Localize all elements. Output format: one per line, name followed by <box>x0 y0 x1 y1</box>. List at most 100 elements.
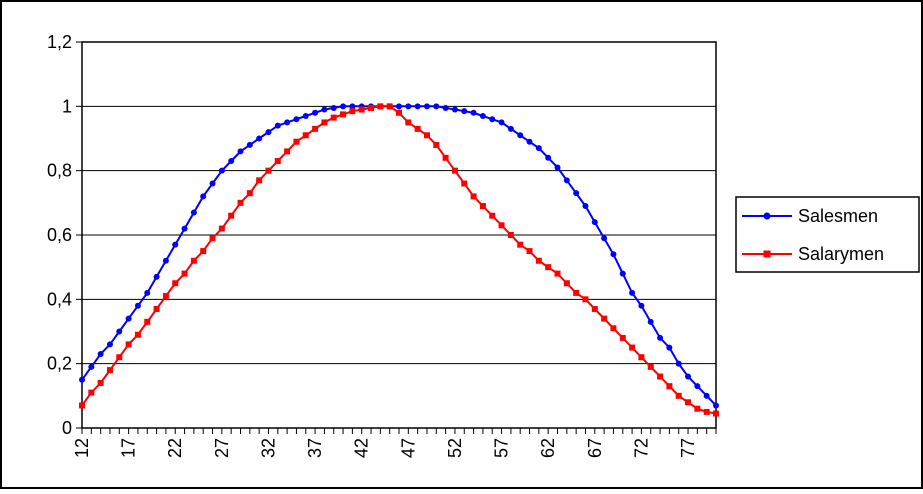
data-point-salarymen <box>340 111 347 118</box>
data-point-salarymen <box>209 235 216 242</box>
data-point-salarymen <box>330 114 337 121</box>
data-point-salesmen <box>340 103 347 110</box>
legend: Salesmen Salarymen <box>735 196 920 273</box>
data-point-salesmen <box>190 209 197 216</box>
data-point-salesmen <box>218 167 225 174</box>
y-tick-label: 1,2 <box>47 32 72 52</box>
data-point-salesmen <box>423 103 430 110</box>
data-point-salarymen <box>573 289 580 296</box>
data-point-salesmen <box>293 116 300 123</box>
x-tick-label: 72 <box>631 438 651 458</box>
data-point-salarymen <box>461 180 468 187</box>
data-point-salesmen <box>591 219 598 226</box>
data-point-salarymen <box>666 383 673 390</box>
data-point-salarymen <box>88 389 95 396</box>
data-point-salarymen <box>694 405 701 412</box>
data-point-salarymen <box>312 125 319 132</box>
data-point-salesmen <box>88 363 95 370</box>
data-point-salarymen <box>470 193 477 200</box>
data-point-salesmen <box>517 132 524 139</box>
data-point-salesmen <box>582 203 589 210</box>
x-tick-label: 12 <box>72 438 92 458</box>
data-point-salarymen <box>349 108 356 115</box>
data-point-salesmen <box>442 104 449 111</box>
data-point-salesmen <box>153 273 160 280</box>
y-tick-label: 0,4 <box>47 289 72 309</box>
x-tick-label: 77 <box>678 438 698 458</box>
data-point-salarymen <box>703 408 710 415</box>
data-point-salarymen <box>274 158 281 165</box>
data-point-salarymen <box>246 190 253 197</box>
data-point-salarymen <box>526 248 533 255</box>
data-point-salesmen <box>526 138 533 145</box>
data-point-salesmen <box>610 251 617 258</box>
data-point-salesmen <box>666 344 673 351</box>
legend-box <box>735 196 920 273</box>
data-point-salarymen <box>638 354 645 361</box>
data-point-salarymen <box>433 141 440 148</box>
data-point-salesmen <box>125 315 132 322</box>
y-tick-label: 0,6 <box>47 225 72 245</box>
data-point-salarymen <box>144 318 151 325</box>
data-point-salesmen <box>116 328 123 335</box>
x-tick-label: 62 <box>538 438 558 458</box>
data-point-salarymen <box>265 167 272 174</box>
data-point-salesmen <box>713 402 719 409</box>
data-point-salesmen <box>657 334 664 341</box>
x-tick-label: 52 <box>445 438 465 458</box>
data-point-salarymen <box>368 104 375 111</box>
data-point-salarymen <box>181 270 188 277</box>
data-point-salarymen <box>284 148 291 155</box>
data-point-salesmen <box>144 289 151 296</box>
data-point-salesmen <box>554 164 561 171</box>
data-point-salarymen <box>498 222 505 229</box>
data-point-salarymen <box>302 132 309 139</box>
data-point-salarymen <box>396 109 402 116</box>
data-point-salesmen <box>172 241 179 248</box>
data-point-salarymen <box>610 325 617 332</box>
data-point-salesmen <box>573 190 580 197</box>
data-point-salarymen <box>162 293 169 300</box>
data-point-salarymen <box>172 280 179 287</box>
data-point-salarymen <box>386 103 393 110</box>
data-point-salesmen <box>479 112 486 119</box>
x-tick-label: 17 <box>119 438 139 458</box>
data-point-salarymen <box>377 103 384 110</box>
data-point-salarymen <box>685 399 692 406</box>
data-point-salarymen <box>489 212 496 219</box>
data-point-salesmen <box>694 383 701 390</box>
data-point-salarymen <box>116 354 123 361</box>
data-point-salarymen <box>405 119 412 126</box>
data-point-salesmen <box>638 302 645 309</box>
y-tick-label: 0 <box>62 418 72 438</box>
data-point-salarymen <box>563 280 570 287</box>
data-point-salarymen <box>554 270 561 277</box>
data-point-salarymen <box>97 379 104 386</box>
legend-label-salesmen: Salesmen <box>798 206 878 226</box>
data-point-salesmen <box>302 112 309 119</box>
data-point-salesmen <box>507 125 514 132</box>
data-point-salarymen <box>582 296 589 303</box>
data-point-salarymen <box>591 305 598 312</box>
data-point-salesmen <box>433 103 440 110</box>
x-tick-label: 27 <box>212 438 232 458</box>
x-tick-label: 37 <box>305 438 325 458</box>
data-point-salesmen <box>414 103 421 110</box>
series <box>79 103 719 417</box>
data-point-salarymen <box>629 344 636 351</box>
data-point-salesmen <box>246 141 253 148</box>
data-point-salesmen <box>451 106 458 113</box>
data-point-salarymen <box>414 125 421 132</box>
data-point-salesmen <box>330 104 337 111</box>
data-point-salesmen <box>200 193 207 200</box>
data-point-salesmen <box>106 341 113 348</box>
legend-label-salarymen: Salarymen <box>798 244 884 264</box>
data-point-salarymen <box>479 203 486 210</box>
data-point-salarymen <box>507 232 514 238</box>
data-point-salesmen <box>228 158 235 165</box>
data-point-salesmen <box>134 302 141 309</box>
data-point-salarymen <box>423 132 430 139</box>
data-point-salarymen <box>134 331 141 338</box>
y-tick-label: 0,2 <box>47 354 72 374</box>
